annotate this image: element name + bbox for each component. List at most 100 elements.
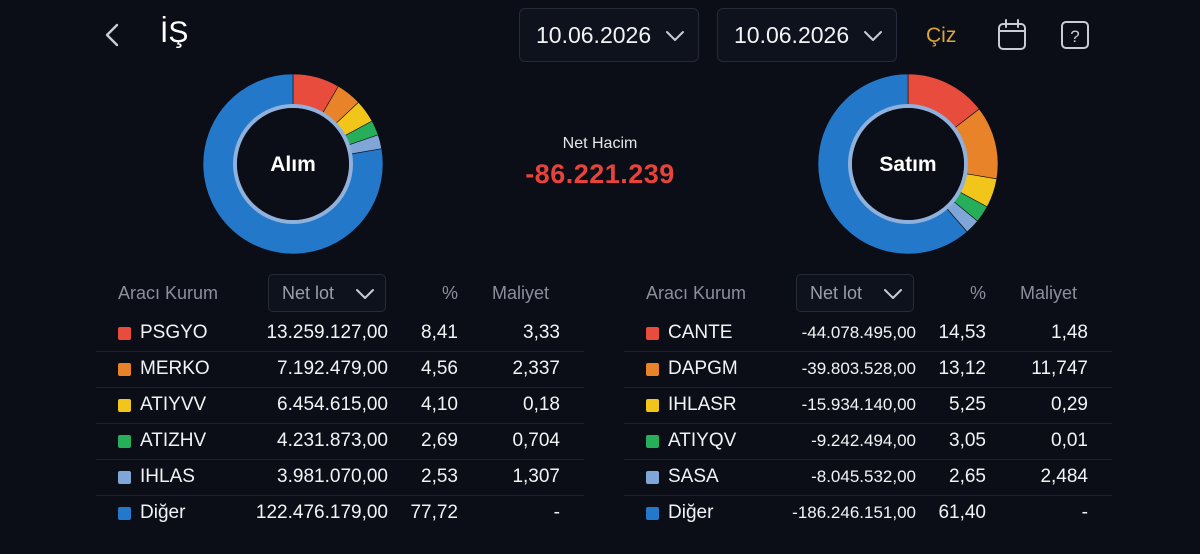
- legend-swatch: [118, 435, 131, 448]
- percent-value: 2,69: [421, 430, 458, 451]
- legend-swatch: [646, 435, 659, 448]
- draw-button[interactable]: Çiz: [926, 24, 957, 47]
- legend-swatch: [646, 327, 659, 340]
- cost-value: 0,01: [1051, 430, 1088, 451]
- donut-hole: [237, 108, 349, 220]
- broker-name: Diğer: [668, 502, 714, 523]
- calendar-button[interactable]: [996, 18, 1028, 52]
- table-row[interactable]: SASA -8.045.532,00 2,65 2,484: [624, 460, 1112, 496]
- donut-inner-ring: [233, 104, 353, 224]
- net-lot-value: 7.192.479,00: [277, 358, 388, 379]
- buy-table: Aracı Kurum Net lot % Maliyet PSGYO 13.25…: [96, 270, 584, 531]
- table-row[interactable]: IHLAS 3.981.070,00 2,53 1,307: [96, 460, 584, 496]
- broker-name: CANTE: [668, 322, 733, 343]
- cost-value: -: [1081, 502, 1088, 523]
- legend-swatch: [118, 399, 131, 412]
- percent-value: 13,12: [938, 358, 986, 379]
- help-icon: ?: [1061, 21, 1089, 49]
- legend-swatch: [118, 363, 131, 376]
- sort-select-value: Net lot: [810, 282, 863, 303]
- broker-name: PSGYO: [140, 322, 208, 343]
- percent-value: 5,25: [949, 394, 986, 415]
- cost-value: 3,33: [523, 322, 560, 343]
- cost-value: 1,307: [512, 466, 560, 487]
- percent-value: 61,40: [938, 502, 986, 523]
- help-button[interactable]: ?: [1059, 18, 1091, 52]
- legend-swatch: [118, 507, 131, 520]
- chevron-down-icon: [666, 31, 684, 41]
- net-lot-value: -39.803.528,00: [801, 359, 916, 378]
- table-header: Aracı Kurum Net lot % Maliyet: [624, 270, 1112, 316]
- table-row[interactable]: ATIZHV 4.231.873,00 2,69 0,704: [96, 424, 584, 460]
- calendar-icon: [998, 19, 1026, 50]
- sort-select[interactable]: Net lot: [796, 274, 914, 312]
- legend-swatch: [646, 507, 659, 520]
- cost-value: 0,704: [512, 430, 560, 451]
- table-row[interactable]: PSGYO 13.259.127,00 8,41 3,33: [96, 316, 584, 352]
- table-row[interactable]: DAPGM -39.803.528,00 13,12 11,747: [624, 352, 1112, 388]
- broker-column-header: Aracı Kurum: [118, 283, 219, 303]
- buy-donut-chart: Alım: [203, 74, 383, 254]
- chevron-down-icon: [884, 289, 902, 299]
- end-date-select[interactable]: 10.06.2026: [717, 8, 897, 62]
- table-row[interactable]: Diğer -186.246.151,00 61,40 -: [624, 496, 1112, 531]
- end-date-value: 10.06.2026: [734, 21, 850, 48]
- chevron-down-icon: [356, 289, 374, 299]
- chevron-left-icon: [105, 23, 119, 47]
- percent-value: 8,41: [421, 322, 458, 343]
- percent-column-header: %: [442, 283, 459, 303]
- cost-value: 0,29: [1051, 394, 1088, 415]
- percent-value: 2,65: [949, 466, 986, 487]
- percent-column-header: %: [970, 283, 987, 303]
- cost-value: 0,18: [523, 394, 560, 415]
- donut-inner-ring: [848, 104, 968, 224]
- broker-name: ATIZHV: [140, 430, 207, 451]
- broker-name: Diğer: [140, 502, 186, 523]
- table-row[interactable]: CANTE -44.078.495,00 14,53 1,48: [624, 316, 1112, 352]
- chevron-down-icon: [864, 31, 882, 41]
- table-row[interactable]: Diğer 122.476.179,00 77,72 -: [96, 496, 584, 531]
- table-row[interactable]: ATIYVV 6.454.615,00 4,10 0,18: [96, 388, 584, 424]
- cost-column-header: Maliyet: [1020, 283, 1078, 303]
- table-row[interactable]: IHLASR -15.934.140,00 5,25 0,29: [624, 388, 1112, 424]
- sort-select-value: Net lot: [282, 282, 335, 303]
- table-row[interactable]: MERKO 7.192.479,00 4,56 2,337: [96, 352, 584, 388]
- percent-value: 14,53: [938, 322, 986, 343]
- legend-swatch: [646, 471, 659, 484]
- page-title: İŞ: [160, 16, 189, 49]
- sort-select[interactable]: Net lot: [268, 274, 386, 312]
- net-lot-value: 13.259.127,00: [266, 322, 388, 343]
- broker-name: DAPGM: [668, 358, 738, 379]
- broker-name: ATIYVV: [140, 394, 207, 415]
- net-volume-value: -86.221.239: [525, 159, 675, 189]
- net-lot-value: 6.454.615,00: [277, 394, 388, 415]
- sell-donut-chart: Satım: [818, 74, 998, 254]
- buy-donut-label: Alım: [270, 153, 316, 176]
- svg-text:?: ?: [1070, 27, 1079, 46]
- broker-column-header: Aracı Kurum: [646, 283, 747, 303]
- sell-table: Aracı Kurum Net lot % Maliyet CANTE -44.0…: [624, 270, 1112, 531]
- broker-name: ATIYQV: [668, 430, 737, 451]
- percent-value: 2,53: [421, 466, 458, 487]
- net-lot-value: 4.231.873,00: [277, 430, 388, 451]
- cost-value: 2,484: [1040, 466, 1088, 487]
- legend-swatch: [118, 327, 131, 340]
- start-date-value: 10.06.2026: [536, 21, 652, 48]
- table-header: Aracı Kurum Net lot % Maliyet: [96, 270, 584, 316]
- broker-name: IHLAS: [140, 466, 195, 487]
- back-button[interactable]: [100, 20, 126, 50]
- percent-value: 4,56: [421, 358, 458, 379]
- net-lot-value: -9.242.494,00: [811, 431, 916, 450]
- legend-swatch: [646, 363, 659, 376]
- net-lot-value: -15.934.140,00: [801, 395, 916, 414]
- net-lot-value: -8.045.532,00: [811, 467, 916, 486]
- net-lot-value: 122.476.179,00: [255, 502, 388, 523]
- broker-name: MERKO: [140, 358, 210, 379]
- cost-value: 1,48: [1051, 322, 1088, 343]
- cost-value: 11,747: [1031, 358, 1088, 379]
- start-date-select[interactable]: 10.06.2026: [519, 8, 699, 62]
- net-lot-value: -186.246.151,00: [792, 503, 916, 522]
- cost-value: 2,337: [512, 358, 560, 379]
- sell-donut-label: Satım: [879, 153, 936, 176]
- table-row[interactable]: ATIYQV -9.242.494,00 3,05 0,01: [624, 424, 1112, 460]
